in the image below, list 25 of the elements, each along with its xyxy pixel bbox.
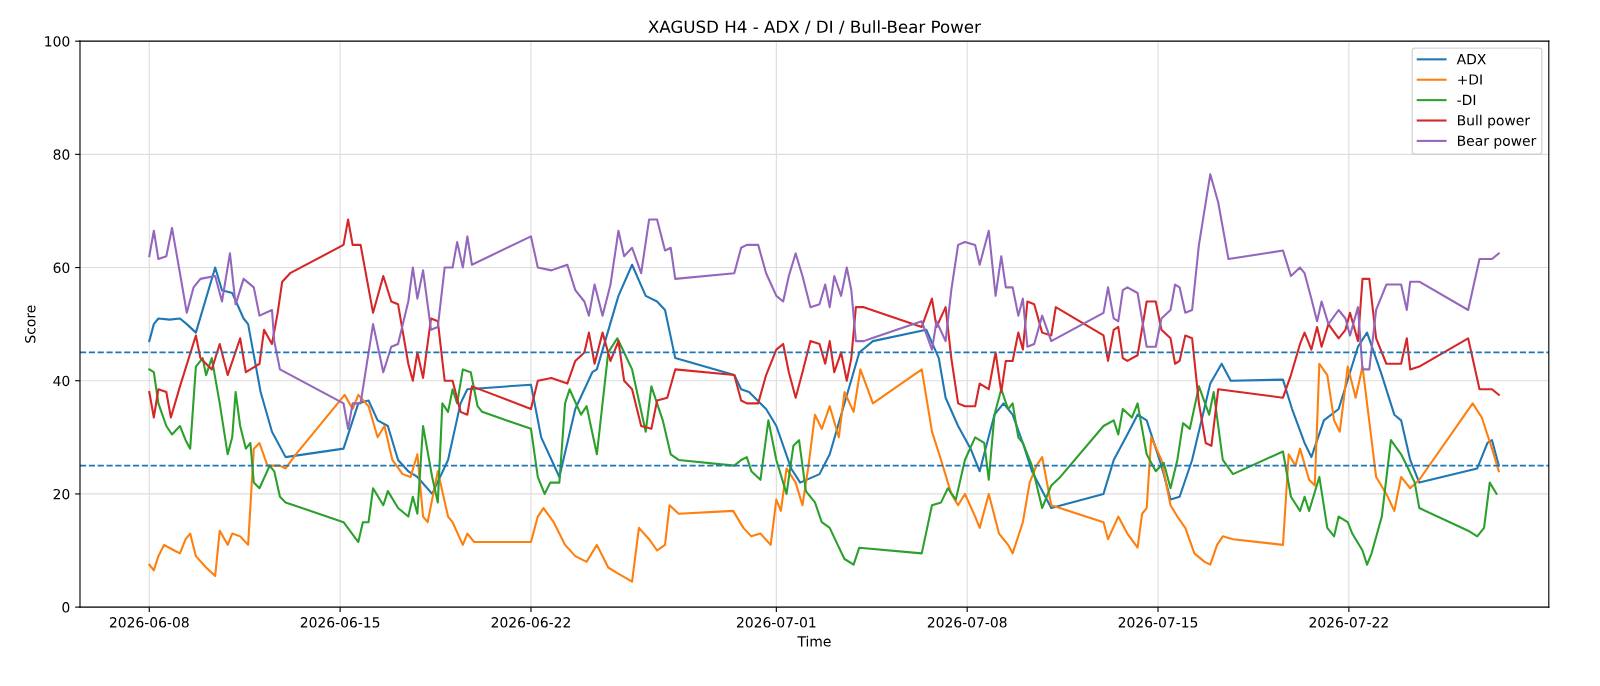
legend-label: Bull power bbox=[1458, 114, 1531, 129]
y-axis-title: Score bbox=[25, 305, 36, 343]
line-series bbox=[148, 362, 1500, 583]
y-tick-label: 60 bbox=[53, 262, 70, 274]
y-tick-label: 80 bbox=[53, 149, 70, 160]
y-tick-label: 20 bbox=[53, 488, 70, 500]
chart-title: XAGUSD H4 - ADX / DI / Bull-Bear Power bbox=[648, 20, 981, 35]
legend-label: -DI bbox=[1457, 94, 1476, 105]
y-tick-label: 0 bbox=[62, 602, 70, 613]
x-axis-title: Time bbox=[797, 635, 831, 647]
legend-label: ADX bbox=[1456, 54, 1486, 65]
x-tick-label: 2026-07-01 bbox=[737, 617, 816, 628]
y-tick-label: 40 bbox=[53, 375, 70, 387]
x-tick-label: 2026-07-08 bbox=[927, 617, 1007, 628]
line-series bbox=[148, 173, 1500, 430]
x-tick-label: 2026-06-08 bbox=[109, 617, 189, 628]
x-tick-label: 2026-07-15 bbox=[1118, 617, 1198, 628]
x-tick-label: 2026-06-15 bbox=[300, 617, 380, 628]
x-tick-label: 2026-07-22 bbox=[1309, 617, 1388, 628]
line-series bbox=[148, 218, 1500, 447]
legend-label: +DI bbox=[1458, 74, 1482, 85]
legend-label: Bear power bbox=[1458, 135, 1537, 149]
x-tick-label: 2026-06-22 bbox=[491, 617, 570, 628]
y-tick-label: 100 bbox=[45, 36, 70, 47]
line-series bbox=[148, 337, 1498, 566]
